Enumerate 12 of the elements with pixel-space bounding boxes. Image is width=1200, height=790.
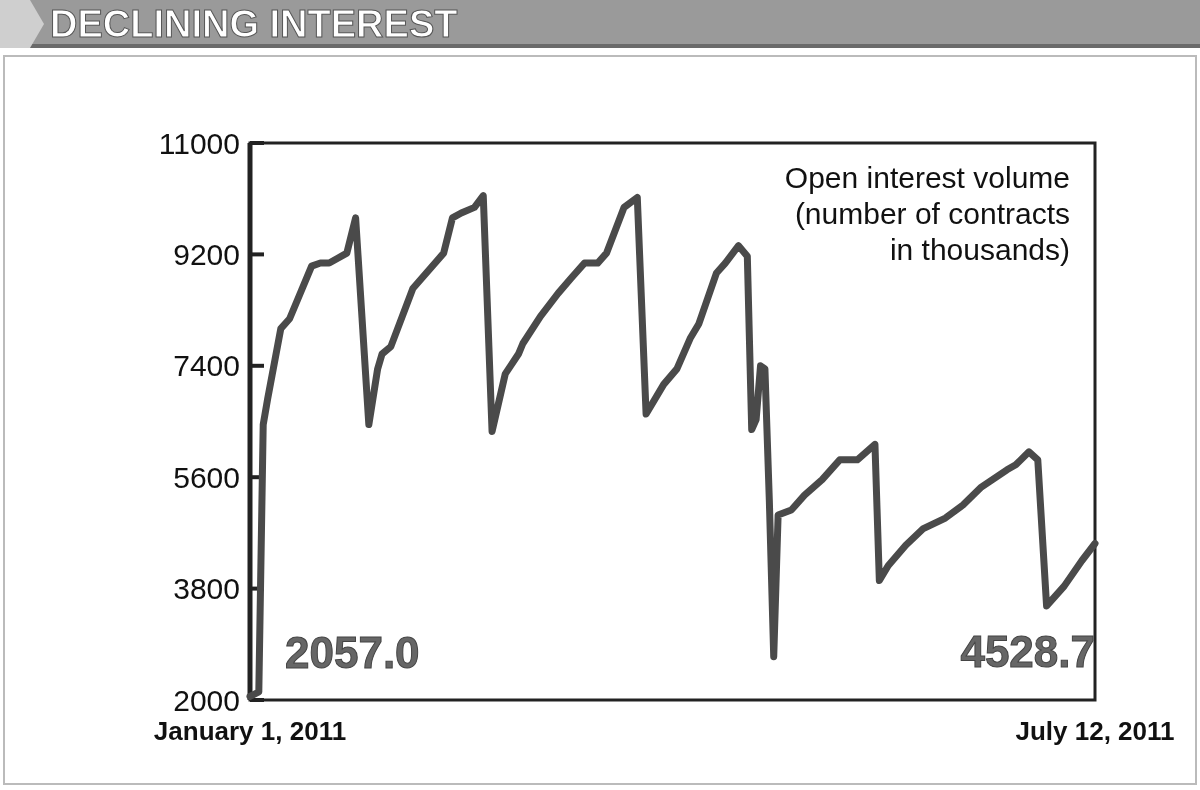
- y-tick-label: 3800: [173, 572, 240, 606]
- chart-title: DECLINING INTEREST: [50, 3, 458, 45]
- y-tick-label: 11000: [158, 126, 240, 160]
- y-tick-label: 2000: [173, 683, 240, 717]
- y-tick-label: 7400: [173, 349, 240, 383]
- y-axis-title: Open interest volume (number of contracts in thousands): [784, 161, 1070, 266]
- y-tick-label: 9200: [173, 237, 240, 271]
- x-tick-label: January 1, 2011: [153, 716, 347, 746]
- x-tick-label: July 12, 2011: [1015, 716, 1175, 746]
- annotation: 2057.0: [285, 628, 420, 678]
- y-tick-label: 5600: [173, 460, 240, 494]
- annotation: 4528.7: [960, 626, 1095, 676]
